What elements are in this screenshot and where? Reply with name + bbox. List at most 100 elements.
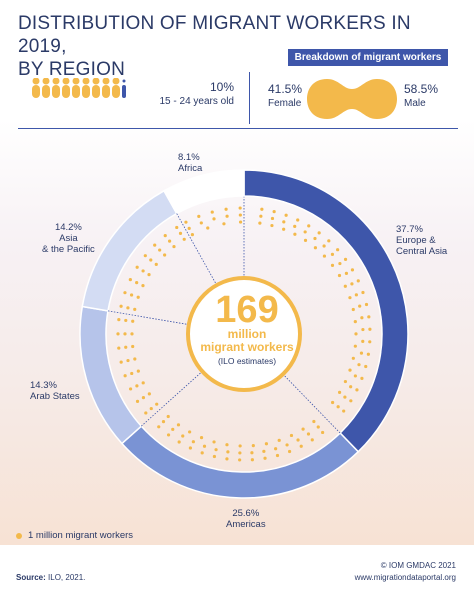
- worker-dot: [149, 406, 153, 411]
- worker-dot: [336, 248, 340, 252]
- worker-dot: [129, 387, 133, 391]
- worker-dot: [343, 395, 347, 399]
- person-icon: [92, 77, 100, 98]
- worker-dot: [364, 302, 369, 307]
- worker-dot: [126, 358, 130, 363]
- copyright: © IOM GMDAC 2021: [380, 561, 456, 570]
- worker-dot: [331, 400, 335, 405]
- worker-dot: [337, 273, 342, 278]
- person-figures: [32, 77, 126, 98]
- worker-dot: [119, 360, 123, 364]
- worker-dot: [238, 458, 242, 462]
- worker-dot: [303, 230, 307, 234]
- worker-dot: [361, 339, 365, 343]
- worker-dot: [187, 226, 191, 230]
- worker-dot: [135, 399, 140, 403]
- worker-dot: [197, 214, 201, 218]
- worker-dot: [149, 258, 153, 262]
- label-asia-pacific: 14.2% Asia & the Pacific: [42, 222, 95, 255]
- worker-dot: [135, 265, 139, 269]
- male-percentage: 58.5%: [404, 82, 439, 96]
- worker-dot: [275, 453, 280, 458]
- worker-dot: [316, 425, 320, 429]
- worker-dot: [141, 396, 146, 400]
- slice-pct: 14.2%: [54, 222, 82, 233]
- worker-dot: [154, 262, 158, 266]
- worker-dot: [306, 432, 311, 436]
- label-arab-states: 14.3% Arab States: [30, 380, 80, 402]
- worker-dot: [123, 332, 127, 336]
- website-link[interactable]: www.migrationdataportal.org: [354, 573, 456, 582]
- worker-dot: [177, 440, 181, 444]
- person-icon: [122, 78, 126, 98]
- worker-dot: [147, 273, 151, 277]
- worker-dot: [355, 388, 359, 392]
- worker-dot: [181, 434, 185, 438]
- slice-divider-line: [176, 213, 218, 286]
- slice-name: Central Asia: [396, 246, 448, 257]
- breakdown-header: Breakdown of migrant workers: [288, 49, 448, 66]
- worker-dot: [353, 344, 357, 348]
- worker-dot: [260, 207, 264, 211]
- slice-americas: [120, 425, 360, 499]
- worker-dot: [313, 236, 317, 241]
- legend-dot-icon: [16, 532, 22, 539]
- worker-dot: [133, 357, 137, 361]
- worker-dot: [351, 307, 355, 312]
- worker-dot: [293, 232, 297, 236]
- worker-dot: [117, 318, 121, 322]
- slice-name: Americas: [226, 519, 266, 530]
- worker-dot: [289, 433, 294, 438]
- worker-dot: [350, 282, 354, 286]
- worker-dot: [136, 295, 140, 299]
- worker-dot: [130, 371, 134, 376]
- worker-dot: [224, 207, 228, 211]
- worker-dot: [366, 352, 370, 356]
- worker-dot: [117, 346, 121, 350]
- worker-dot: [141, 284, 145, 288]
- worker-dot: [163, 253, 167, 257]
- worker-dot: [225, 214, 229, 218]
- worker-dot: [361, 290, 365, 295]
- slice-name: Africa: [178, 163, 203, 174]
- slice-pct: 37.7%: [396, 224, 423, 235]
- donut-chart: [79, 169, 409, 499]
- worker-dot: [131, 344, 135, 349]
- worker-dot: [238, 444, 242, 448]
- worker-dot: [361, 327, 365, 332]
- worker-dot: [222, 222, 226, 226]
- total-unit-line-2: migrant workers: [200, 340, 294, 354]
- worker-dot: [344, 271, 349, 276]
- worker-dot: [349, 385, 353, 389]
- worker-dot: [367, 315, 371, 319]
- female-label: Female: [268, 98, 302, 109]
- worker-dot: [321, 430, 325, 435]
- source-note: Source: ILO, 2021.: [16, 573, 85, 582]
- worker-dot: [182, 237, 186, 241]
- female-percentage: 41.5%: [268, 82, 303, 96]
- center-circle: [186, 276, 302, 392]
- worker-dot: [310, 438, 314, 442]
- worker-dot: [264, 442, 269, 446]
- slice-divider-line: [141, 371, 203, 427]
- worker-dot: [259, 214, 263, 218]
- age-label: 15 - 24 years old: [159, 96, 235, 107]
- worker-dot: [143, 254, 147, 258]
- title-line-1: DISTRIBUTION OF MIGRANT WORKERS IN 2019,: [18, 13, 411, 57]
- label-europe-central-asia: 37.7% Europe & Central Asia: [396, 224, 447, 257]
- worker-dot: [338, 261, 342, 266]
- worker-dot: [123, 374, 127, 378]
- worker-dot: [212, 454, 217, 459]
- worker-dot: [342, 409, 346, 413]
- worker-dot: [317, 231, 321, 235]
- worker-dot: [296, 218, 300, 222]
- worker-dot: [161, 420, 166, 424]
- worker-dot: [356, 279, 360, 283]
- worker-dot: [158, 248, 162, 252]
- worker-dot: [214, 448, 218, 452]
- page-title: DISTRIBUTION OF MIGRANT WORKERS IN 2019,…: [18, 12, 458, 81]
- slice-arab-states: [79, 305, 143, 445]
- total-unit-line-1: million: [227, 327, 267, 341]
- worker-dot: [353, 320, 357, 324]
- age-percentage: 10%: [209, 80, 234, 94]
